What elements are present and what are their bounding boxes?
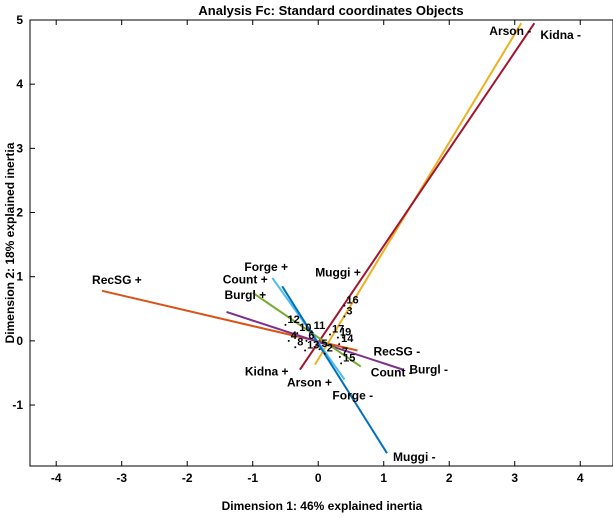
object-point xyxy=(338,343,341,346)
object-label-2: 2 xyxy=(327,343,333,355)
plot-area xyxy=(29,19,613,467)
object-label-17: 17 xyxy=(332,323,344,335)
forge-plus-label: Forge + xyxy=(244,260,288,274)
y-tick-label: -1 xyxy=(12,398,23,412)
kidna-plus-label: Kidna + xyxy=(245,365,289,379)
object-label-8: 8 xyxy=(297,336,303,348)
recsg-minus-label: RecSG - xyxy=(374,344,421,358)
object-point xyxy=(287,339,290,342)
object-point xyxy=(304,349,307,352)
arson-minus-label: Arson - xyxy=(489,24,531,38)
object-label-10: 10 xyxy=(299,322,311,334)
x-tick-label: 1 xyxy=(380,471,387,485)
object-label-1: 1 xyxy=(340,327,346,339)
object-point xyxy=(284,323,287,326)
object-point xyxy=(338,355,341,358)
arson-plus-label: Arson + xyxy=(287,376,332,390)
burgl-plus-label: Burgl + xyxy=(225,288,267,302)
kidna-line xyxy=(299,22,536,371)
count-line xyxy=(252,291,362,368)
x-tick-label: 2 xyxy=(446,471,453,485)
object-point xyxy=(340,362,343,365)
object-point xyxy=(305,339,308,342)
object-label-16: 16 xyxy=(346,295,358,307)
recsg-plus-label: RecSG + xyxy=(92,273,142,287)
object-point xyxy=(318,348,321,351)
x-tick-label: -3 xyxy=(116,471,127,485)
object-label-9: 9 xyxy=(345,327,351,339)
object-point xyxy=(294,346,297,349)
object-label-5: 5 xyxy=(322,338,328,350)
object-point xyxy=(310,330,313,333)
x-tick-label: 0 xyxy=(315,471,322,485)
object-point xyxy=(336,336,339,339)
x-tick-label: -4 xyxy=(51,471,62,485)
object-label-14: 14 xyxy=(341,333,354,345)
y-axis-label: Dimension 2: 18% explained inertia xyxy=(3,142,17,343)
variable-labels: Arson + Arson - Kidna + Kidna - RecSG + RecSG… xyxy=(92,24,581,464)
muggi-line xyxy=(281,285,388,454)
forge-minus-label: Forge - xyxy=(332,388,373,402)
object-point xyxy=(296,332,299,335)
object-label-12: 12 xyxy=(287,314,299,326)
object-label-6: 6 xyxy=(308,330,314,342)
count-minus-label: Count - xyxy=(371,366,413,380)
object-point xyxy=(343,315,346,318)
biplot-lines xyxy=(101,22,536,454)
object-label-4: 4 xyxy=(291,330,298,342)
x-axis-label: Dimension 1: 46% explained inertia xyxy=(222,499,423,513)
y-tick-label: 3 xyxy=(16,141,23,155)
y-tick-label: 5 xyxy=(16,13,23,27)
x-tick-label: -1 xyxy=(247,471,258,485)
object-label-15: 15 xyxy=(343,352,355,364)
y-tick-label: 4 xyxy=(16,77,23,91)
count-plus-label: Count + xyxy=(223,273,268,287)
y-tick-label: 1 xyxy=(16,270,23,284)
object-point xyxy=(342,336,345,339)
chart-title: Analysis Fc: Standard coordinates Object… xyxy=(198,3,463,18)
burgl-line xyxy=(226,311,404,371)
object-label-7: 7 xyxy=(342,346,348,358)
object-point xyxy=(343,304,346,307)
y-tick-label: 2 xyxy=(16,206,23,220)
kidna-minus-label: Kidna - xyxy=(540,28,581,42)
x-tick-label: -2 xyxy=(182,471,193,485)
object-label-11: 11 xyxy=(314,320,326,332)
burgl-minus-label: Burgl - xyxy=(409,363,448,377)
x-tick-label: 4 xyxy=(577,471,584,485)
object-label-3: 3 xyxy=(346,305,352,317)
object-point xyxy=(329,333,332,336)
object-point xyxy=(323,352,326,355)
muggi-plus-label: Muggi + xyxy=(315,265,361,279)
muggi-minus-label: Muggi - xyxy=(393,450,436,464)
object-label-13: 13 xyxy=(307,339,319,351)
y-tick-label: 0 xyxy=(16,334,23,348)
x-tick-label: 3 xyxy=(511,471,518,485)
